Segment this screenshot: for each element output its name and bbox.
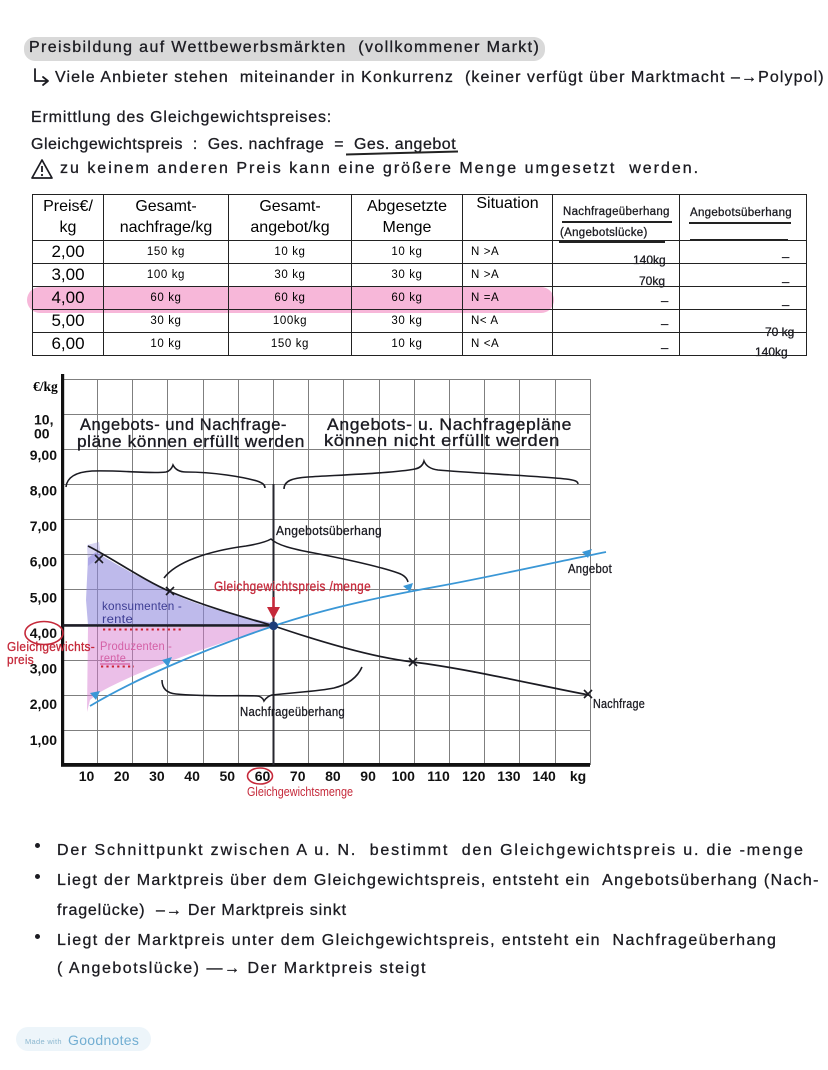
svg-text:30: 30 [149, 768, 165, 784]
svg-text:00: 00 [34, 426, 50, 442]
svg-text:4,00: 4,00 [30, 625, 57, 641]
svg-text:10: 10 [79, 768, 95, 784]
svg-text:1,00: 1,00 [30, 732, 57, 748]
svg-text:90: 90 [360, 768, 376, 784]
svg-text:Gleichgewichtsmenge: Gleichgewichtsmenge [247, 785, 353, 799]
svg-text:preis: preis [7, 652, 34, 667]
svg-text:Angebots- und Nachfrage-: Angebots- und Nachfrage- [80, 415, 287, 434]
svg-text:50: 50 [220, 768, 236, 784]
svg-text:Angebots- u. Nachfragepläne: Angebots- u. Nachfragepläne [327, 415, 572, 434]
svg-text:40: 40 [184, 768, 200, 784]
svg-text:70: 70 [290, 768, 306, 784]
svg-text:Nachfrageüberhang: Nachfrageüberhang [240, 704, 345, 719]
svg-text:konsumenten -: konsumenten - [102, 599, 182, 613]
svg-text:rente: rente [102, 612, 133, 626]
svg-text:140: 140 [532, 768, 556, 784]
svg-text:20: 20 [114, 768, 130, 784]
svg-text:2,00: 2,00 [30, 696, 57, 712]
svg-text:80: 80 [325, 768, 341, 784]
svg-text:100: 100 [392, 768, 416, 784]
svg-text:Nachfrage: Nachfrage [593, 696, 645, 711]
svg-text:10,: 10, [34, 412, 53, 428]
svg-text:5,00: 5,00 [30, 589, 57, 605]
svg-text:130: 130 [497, 768, 521, 784]
svg-text:60: 60 [255, 768, 271, 784]
svg-text:pläne können erfüllt werden: pläne können erfüllt werden [77, 432, 305, 451]
svg-text:Gleichgewichtspreis /menge: Gleichgewichtspreis /menge [214, 578, 371, 594]
svg-text:8,00: 8,00 [30, 482, 57, 498]
svg-text:Gleichgewichts-: Gleichgewichts- [7, 639, 95, 654]
svg-text:rente: rente [100, 651, 126, 665]
svg-text:können nicht erfüllt werden: können nicht erfüllt werden [324, 431, 560, 450]
svg-text:kg: kg [570, 768, 586, 784]
svg-text:110: 110 [427, 768, 450, 784]
svg-text:Angebot: Angebot [568, 561, 612, 576]
svg-text:3,00: 3,00 [30, 661, 57, 677]
svg-text:9,00: 9,00 [30, 447, 57, 463]
svg-text:6,00: 6,00 [30, 554, 57, 570]
svg-text:7,00: 7,00 [30, 518, 57, 534]
svg-text:120: 120 [462, 768, 486, 784]
svg-text:€/kg: €/kg [33, 379, 58, 394]
svg-text:Angebotsüberhang: Angebotsüberhang [276, 523, 382, 538]
svg-text:Produzenten -: Produzenten - [100, 639, 172, 653]
